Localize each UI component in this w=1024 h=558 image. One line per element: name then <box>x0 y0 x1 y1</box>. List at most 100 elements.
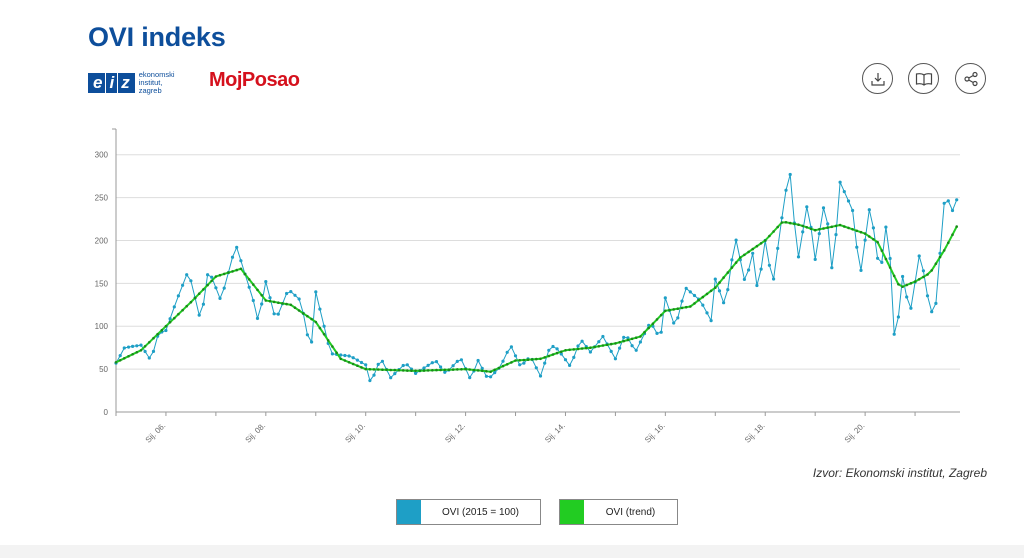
data-point-ovi <box>547 348 551 352</box>
data-point-trend <box>135 351 139 354</box>
data-point-ovi <box>555 347 559 351</box>
eiz-logo: e i z ekonomski institut, zagreb <box>88 71 185 95</box>
data-point-trend <box>281 302 284 305</box>
data-point-ovi <box>305 333 309 337</box>
data-point-trend <box>260 293 264 297</box>
data-point-trend <box>576 347 580 351</box>
data-point-ovi <box>921 269 926 273</box>
data-point-trend <box>264 299 268 302</box>
data-point-trend <box>252 283 255 286</box>
data-point-trend <box>647 326 650 330</box>
data-point-ovi <box>318 307 322 311</box>
data-point-trend <box>193 296 197 300</box>
data-point-trend <box>868 235 871 238</box>
download-button[interactable] <box>862 63 893 94</box>
data-point-trend <box>426 369 430 372</box>
data-point-trend <box>739 256 742 259</box>
y-tick-label: 0 <box>104 408 109 417</box>
data-point-trend <box>318 326 322 330</box>
data-point-trend <box>351 362 355 366</box>
data-point-trend <box>505 363 509 366</box>
data-point-trend <box>243 272 247 276</box>
data-point-ovi <box>393 372 397 376</box>
data-point-ovi <box>838 180 842 184</box>
legend-item-trend[interactable]: OVI (trend) <box>559 499 678 525</box>
data-point-ovi <box>276 312 280 316</box>
data-point-ovi <box>343 353 347 358</box>
data-point-ovi <box>846 199 851 203</box>
data-point-trend <box>431 369 434 372</box>
legend-label-ovi: OVI (2015 = 100) <box>442 506 519 518</box>
data-point-trend <box>730 266 734 269</box>
legend-item-ovi[interactable]: OVI (2015 = 100) <box>396 499 541 525</box>
y-tick-label: 250 <box>95 194 109 203</box>
data-point-ovi <box>580 339 584 343</box>
data-point-trend <box>726 271 730 274</box>
data-point-trend <box>892 274 896 278</box>
data-point-trend <box>397 369 401 372</box>
data-point-ovi <box>755 283 759 288</box>
data-point-ovi <box>880 260 884 264</box>
data-point-trend <box>181 308 184 312</box>
data-point-trend <box>389 368 393 372</box>
data-point-trend <box>759 242 763 245</box>
share-button[interactable] <box>955 63 986 94</box>
data-point-trend <box>572 348 576 351</box>
data-point-ovi <box>389 376 393 380</box>
data-point-trend <box>668 308 671 312</box>
data-point-trend <box>339 357 343 361</box>
data-point-trend <box>818 228 821 231</box>
data-point-ovi <box>717 289 722 293</box>
data-point-ovi <box>451 364 455 368</box>
data-point-trend <box>156 332 159 336</box>
data-point-ovi <box>339 353 343 357</box>
x-tick-label: Sij. 10. <box>343 421 367 445</box>
data-point-trend <box>364 367 368 371</box>
data-point-ovi <box>876 256 880 260</box>
data-point-trend <box>547 354 551 358</box>
data-point-ovi <box>730 258 734 262</box>
data-point-trend <box>306 314 309 318</box>
data-point-trend <box>485 370 488 373</box>
data-point-ovi <box>784 188 788 192</box>
y-tick-label: 200 <box>95 236 109 245</box>
data-point-ovi <box>222 286 226 290</box>
data-point-trend <box>589 346 592 350</box>
data-point-trend <box>909 282 913 285</box>
data-point-ovi <box>289 290 293 294</box>
data-point-trend <box>822 227 825 230</box>
data-point-trend <box>639 335 642 338</box>
methodology-button[interactable] <box>908 63 939 94</box>
data-point-ovi <box>493 371 497 375</box>
data-point-trend <box>938 255 942 259</box>
data-point-trend <box>293 306 297 310</box>
data-point-trend <box>118 359 122 362</box>
data-point-trend <box>951 233 954 236</box>
data-point-trend <box>406 369 409 372</box>
data-point-ovi <box>622 335 626 339</box>
eiz-text-line: ekonomski <box>138 70 175 79</box>
data-point-trend <box>743 253 746 257</box>
mojposao-logo: MojPosao <box>209 69 300 91</box>
data-point-ovi <box>930 310 934 314</box>
data-point-ovi <box>559 352 563 356</box>
data-point-ovi <box>780 216 784 220</box>
legend-label-trend: OVI (trend) <box>605 506 656 518</box>
data-point-trend <box>514 359 517 362</box>
data-point-ovi <box>788 172 792 177</box>
data-point-trend <box>530 358 534 361</box>
data-point-trend <box>297 309 301 312</box>
data-point-ovi <box>543 361 547 365</box>
data-point-ovi <box>613 357 618 361</box>
chart-grid <box>116 154 960 370</box>
data-point-trend <box>718 281 721 284</box>
data-point-ovi <box>796 255 801 259</box>
data-point-trend <box>480 369 484 373</box>
data-point-trend <box>235 268 238 272</box>
data-point-ovi <box>201 302 205 306</box>
data-point-trend <box>605 343 609 347</box>
data-point-trend <box>218 273 222 277</box>
data-point-ovi <box>892 332 896 336</box>
data-point-trend <box>168 320 172 324</box>
